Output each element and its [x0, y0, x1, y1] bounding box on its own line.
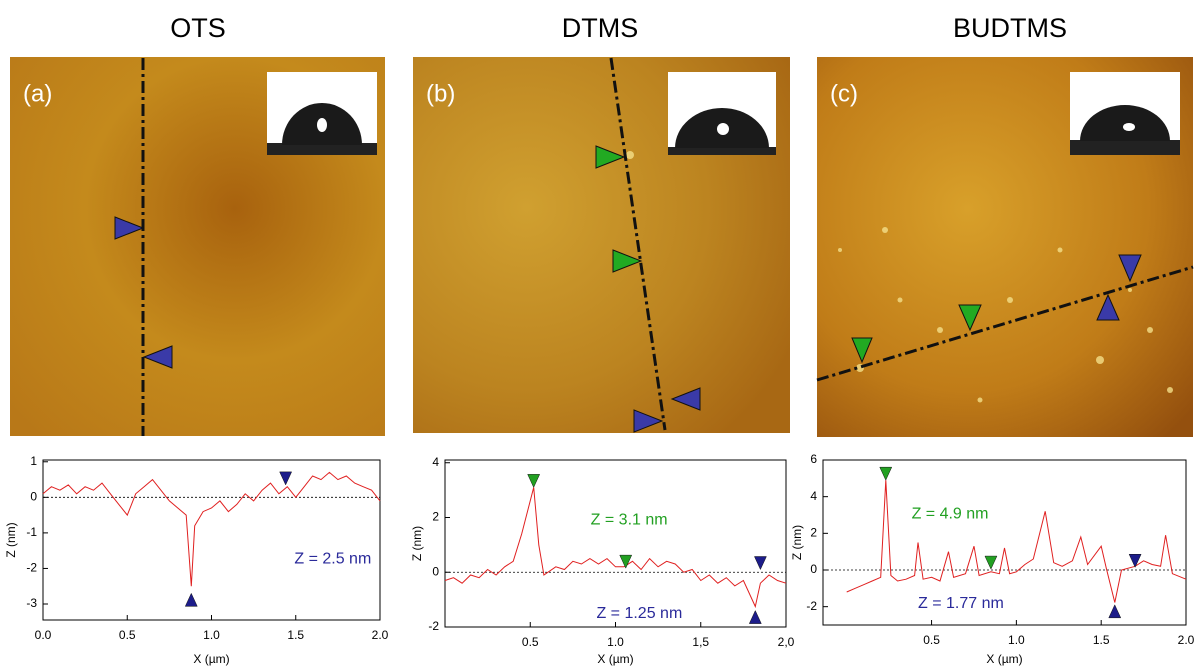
annotation: Z = 4.9 nm: [912, 506, 989, 523]
x-tick-label: 0.0: [35, 628, 52, 642]
x-tick-label: 0.5: [923, 633, 940, 647]
panel-title: DTMS: [562, 13, 639, 43]
panel-label: (a): [23, 80, 52, 107]
profile-marker: [1108, 604, 1122, 619]
profile-marker: [279, 471, 293, 486]
x-tick-label: 2,0: [778, 635, 795, 649]
profile-marker: [619, 554, 633, 569]
afm-images: [10, 57, 1194, 437]
y-tick-label: 6: [810, 452, 817, 466]
profile-marker: [984, 555, 998, 570]
profile-chart: 0.0 0.5 1.0 1.5 2.0 1 0 -1 -2 -3 X (µm) Z (nm) Z = 2…: [4, 454, 388, 666]
x-tick-label: 2.0: [372, 628, 389, 642]
y-tick-label: -2: [428, 619, 439, 633]
annotation: Z = 1.25 nm: [596, 605, 682, 622]
annotation: Z = 2.5 nm: [294, 550, 371, 567]
plot-frame: [822, 459, 1187, 626]
panel-label: (c): [830, 80, 858, 107]
y-tick-label: 1: [30, 454, 37, 468]
x-tick-label: 1.5: [287, 628, 304, 642]
annotation: Z = 3.1 nm: [591, 511, 668, 528]
x-tick-label: 1.0: [1008, 633, 1025, 647]
panel-label: (b): [426, 80, 455, 107]
y-tick-label: 4: [432, 455, 439, 469]
x-tick-label: 2.0: [1178, 633, 1195, 647]
plot-frame: [444, 459, 787, 628]
annotation: Z = 1.77 nm: [918, 595, 1004, 612]
profile-marker: [184, 592, 198, 607]
x-axis-label: X (µm): [597, 652, 633, 666]
x-axis-label: X (µm): [986, 652, 1022, 666]
x-tick-label: 0.5: [522, 635, 539, 649]
x-tick-label: 1.0: [203, 628, 220, 642]
insets: [267, 72, 1180, 155]
y-tick-label: 0: [810, 562, 817, 576]
y-axis-label: Z (nm): [790, 525, 804, 560]
y-tick-label: 0: [432, 564, 439, 578]
x-axis-label: X (µm): [193, 652, 229, 666]
panel-title: OTS: [170, 13, 226, 43]
x-tick-label: 1.5: [1093, 633, 1110, 647]
panel-title: BUDTMS: [953, 13, 1067, 43]
profile-chart: 0.5 1.0 1,5 2,0 -2 0 2 4 X (µm) Z (nm) Z = 3.1 nm Z…: [410, 455, 794, 666]
y-tick-label: -2: [806, 599, 817, 613]
profile-line: [42, 471, 381, 587]
x-tick-label: 1,5: [692, 635, 709, 649]
image-markers: [114, 145, 1142, 433]
y-tick-label: -1: [26, 525, 37, 539]
grains: [626, 151, 1173, 403]
y-tick-label: 2: [432, 510, 439, 524]
y-axis-label: Z (nm): [4, 522, 18, 557]
profile-line: [444, 487, 787, 609]
x-tick-label: 0.5: [119, 628, 136, 642]
x-tick-label: 1.0: [607, 635, 624, 649]
profile-chart: 0.5 1.0 1.5 2.0 -2 0 2 4 6 X (µm) Z (nm) Z = 4.9 nm…: [790, 452, 1194, 666]
y-tick-label: 2: [810, 526, 817, 540]
y-tick-label: 4: [810, 489, 817, 503]
y-axis-label: Z (nm): [410, 526, 424, 561]
y-tick-label: -2: [26, 561, 37, 575]
profile-marker: [527, 474, 541, 488]
profile-marker: [748, 609, 762, 624]
profile-marker: [1128, 554, 1142, 568]
profile-line: [846, 480, 1187, 603]
y-tick-label: 0: [30, 490, 37, 504]
scan-lines: [141, 57, 1194, 436]
profile-marker: [754, 556, 767, 571]
plot-frame: [42, 459, 381, 621]
profile-marker: [879, 466, 893, 481]
y-tick-label: -3: [26, 596, 37, 610]
